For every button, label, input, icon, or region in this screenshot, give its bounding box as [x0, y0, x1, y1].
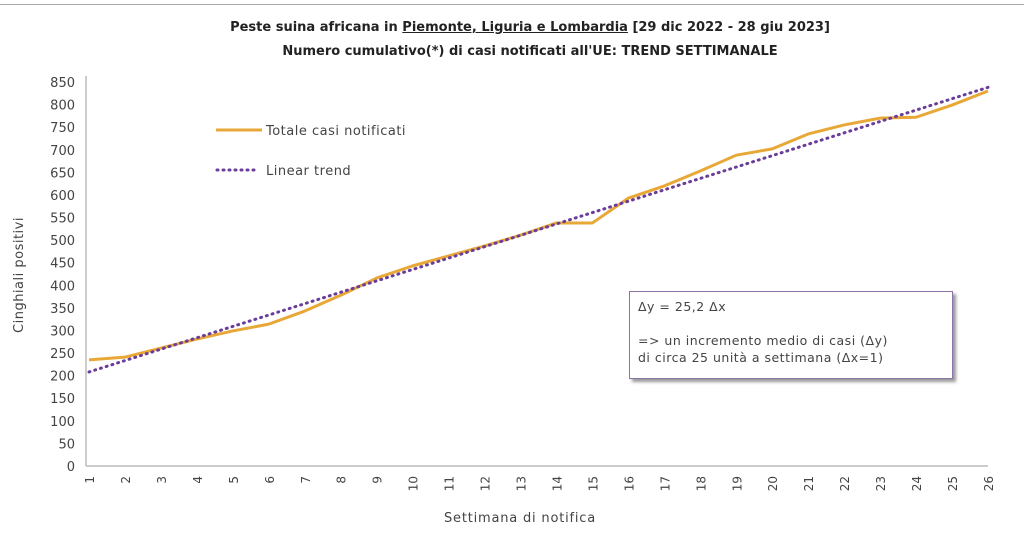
x-tick-label: 23: [874, 476, 888, 491]
series-line-totale: [88, 89, 989, 362]
x-tick-label: 2: [119, 476, 133, 484]
y-tick-label: 400: [50, 279, 75, 294]
x-tick-label: 14: [550, 476, 564, 491]
x-tick-label: 8: [335, 476, 349, 484]
x-axis-label: Settimana di notifica: [444, 511, 596, 526]
x-tick-label: 16: [622, 476, 636, 491]
y-tick-label: 50: [58, 437, 75, 452]
x-tick-label: 26: [982, 476, 996, 491]
x-tick-label: 4: [191, 476, 205, 484]
x-tick-label: 17: [658, 476, 672, 491]
x-tick-label: 11: [443, 476, 457, 491]
top-border: [0, 4, 1024, 5]
y-tick-label: 800: [50, 99, 75, 114]
x-tick-label: 20: [766, 476, 780, 491]
legend-label-totale: Totale casi notificati: [265, 124, 406, 139]
y-tick-label: 750: [50, 121, 75, 136]
y-tick-label: 550: [50, 212, 75, 227]
annotation-formula: Δy = 25,2 Δx: [638, 299, 727, 314]
chart-subtitle: Numero cumulativo(*) di casi notificati …: [282, 44, 778, 59]
x-tick-label: 22: [838, 476, 852, 491]
x-tick-label: 13: [515, 476, 529, 491]
chart-title: Peste suina africana in Piemonte, Liguri…: [230, 20, 830, 35]
y-tick-label: 200: [50, 370, 75, 385]
x-tick-label: 9: [371, 476, 385, 484]
y-tick-label: 150: [50, 392, 75, 407]
x-tick-label: 6: [263, 476, 277, 484]
y-tick-label: 100: [50, 415, 75, 430]
x-tick-label: 3: [155, 476, 169, 484]
y-tick-label: 850: [50, 76, 75, 91]
x-tick-label: 1: [83, 476, 97, 484]
annotation-line: di circa 25 unità a settimana (Δx=1): [638, 350, 884, 365]
trend-line: [87, 85, 990, 374]
y-tick-label: 350: [50, 302, 75, 317]
y-tick-label: 500: [50, 234, 75, 249]
x-tick-label: 24: [910, 476, 924, 491]
x-tick-label: 10: [407, 476, 421, 491]
x-tick-label: 15: [586, 476, 600, 491]
y-tick-label: 250: [50, 347, 75, 362]
x-tick-label: 25: [946, 476, 960, 491]
legend-label-trend: Linear trend: [266, 164, 351, 179]
x-tick-label: 19: [730, 476, 744, 491]
x-tick-label: 5: [227, 476, 241, 484]
x-tick-label: 21: [802, 476, 816, 491]
x-tick-label: 12: [479, 476, 493, 491]
y-tick-label: 0: [67, 460, 75, 475]
x-tick-label: 18: [694, 476, 708, 491]
y-tick-label: 450: [50, 257, 75, 272]
y-tick-label: 300: [50, 324, 75, 339]
annotation-line: => un incremento medio di casi (Δy): [638, 333, 888, 348]
y-axis-label: Cinghiali positivi: [12, 217, 27, 333]
y-tick-label: 600: [50, 189, 75, 204]
y-tick-label: 700: [50, 144, 75, 159]
x-tick-label: 7: [299, 476, 313, 484]
y-tick-label: 650: [50, 166, 75, 181]
annotation-box: Δy = 25,2 Δx => un incremento medio di c…: [629, 291, 953, 379]
